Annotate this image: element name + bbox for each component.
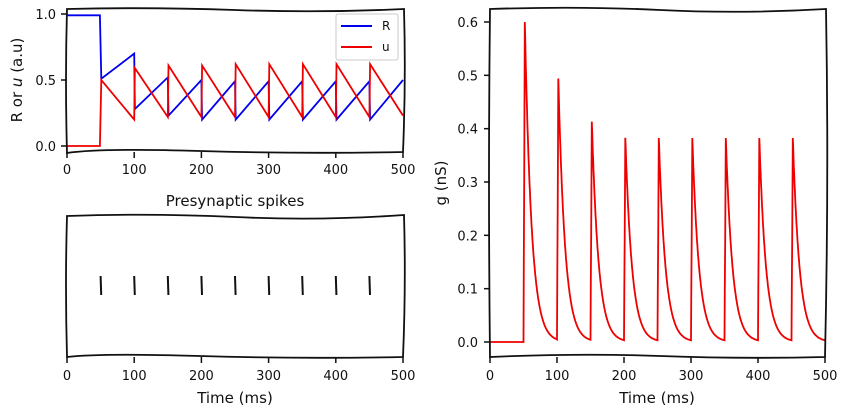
panel-spikes-xlabel: Time (ms) <box>196 389 273 407</box>
panel-g-ylabel: g (nS) <box>432 160 450 205</box>
spike-mark <box>368 275 371 296</box>
panel-g-xticks: 0 100 200 300 400 500 <box>486 357 838 384</box>
spike-mark <box>267 275 271 296</box>
panel-spikes-xtick-label: 400 <box>323 369 348 384</box>
spike-mark <box>133 275 136 296</box>
panel-g-ytick-label: 0.5 <box>457 69 478 84</box>
panel-spikes: Presynaptic spikes 0 100 200 300 400 500 Time… <box>63 192 416 407</box>
panel-spikes-xtick-label: 300 <box>256 369 281 384</box>
panel-spikes-xtick-label: 100 <box>122 369 147 384</box>
panel-g-ytick-label: 0.3 <box>457 176 478 191</box>
series-u-line <box>67 61 404 147</box>
spike-mark <box>301 275 304 296</box>
panel-g-xtick-label: 400 <box>746 369 771 384</box>
panel-ru-lines <box>67 14 404 147</box>
panel-ru-xtick-label: 0 <box>63 163 71 178</box>
panel-g-ytick-label: 0.6 <box>457 16 478 31</box>
legend: R u <box>335 13 399 61</box>
panel-spikes-xticks: 0 100 200 300 400 500 <box>63 357 416 384</box>
spike-mark <box>166 275 170 296</box>
panel-ru-xtick-label: 100 <box>122 163 147 178</box>
panel-spikes-xtick-label: 200 <box>189 369 214 384</box>
panel-g-ytick-label: 0.0 <box>457 336 478 351</box>
legend-label-u: u <box>382 40 390 54</box>
panel-g: 0 100 200 300 400 500 0.0 0.1 0.2 0.3 0.4 0.5 0.6 g… <box>432 6 838 407</box>
panel-ru-xticks: 0 100 200 300 400 500 <box>63 152 416 178</box>
panel-ru-ytick-label: 0.5 <box>35 74 56 89</box>
panel-ru-xtick-label: 200 <box>189 163 214 178</box>
panel-ru-ytick-label: 0.0 <box>35 140 56 155</box>
panel-ru-xtick-label: 300 <box>256 163 281 178</box>
spike-marks <box>99 275 371 296</box>
spike-mark <box>334 275 338 296</box>
panel-ru-xtick-label: 500 <box>391 163 416 178</box>
spike-mark <box>234 275 237 296</box>
panel-spikes-title: Presynaptic spikes <box>166 192 305 210</box>
panel-ru-ylabel: R or u (a.u) <box>8 38 26 123</box>
panel-ru-yticks: 0.0 0.5 1.0 <box>35 8 67 155</box>
panel-g-xtick-label: 500 <box>813 369 838 384</box>
legend-label-r: R <box>382 19 390 33</box>
panel-spikes-xtick-label: 0 <box>63 369 71 384</box>
panel-g-xtick-label: 0 <box>486 369 494 384</box>
panel-g-xtick-label: 100 <box>545 369 570 384</box>
panel-g-yticks: 0.0 0.1 0.2 0.3 0.4 0.5 0.6 <box>457 16 490 351</box>
panel-g-xlabel: Time (ms) <box>618 389 695 407</box>
panel-g-line <box>490 21 826 343</box>
panel-g-ytick-label: 0.1 <box>457 283 478 298</box>
g-trace-line <box>490 21 826 343</box>
spike-mark <box>99 275 103 296</box>
panel-g-ytick-label: 0.2 <box>457 229 478 244</box>
panel-ru-xtick-label: 400 <box>323 163 348 178</box>
panel-g-xtick-label: 200 <box>612 369 637 384</box>
panel-g-ytick-label: 0.4 <box>457 123 478 138</box>
panel-ru-ytick-label: 1.0 <box>35 8 56 23</box>
panel-ru: 0 100 200 300 400 500 0.00.51.0 R or u (a.u) … <box>8 7 416 178</box>
spike-mark <box>200 275 203 296</box>
panel-spikes-xtick-label: 500 <box>391 369 416 384</box>
panel-g-xtick-label: 300 <box>679 369 704 384</box>
